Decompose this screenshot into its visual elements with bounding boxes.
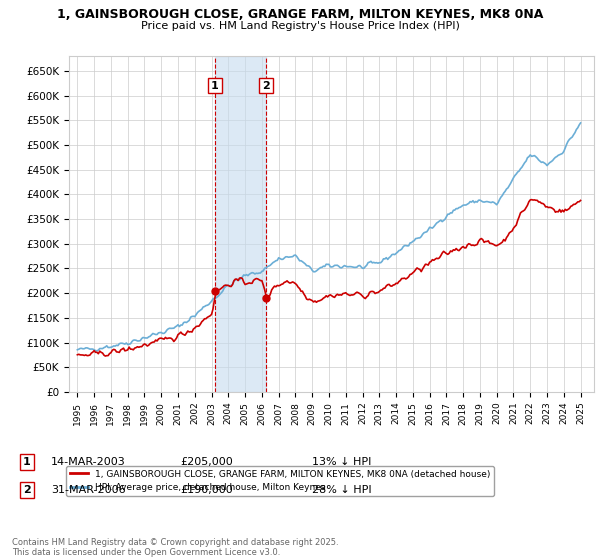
Text: Contains HM Land Registry data © Crown copyright and database right 2025.
This d: Contains HM Land Registry data © Crown c…: [12, 538, 338, 557]
Text: £205,000: £205,000: [180, 457, 233, 467]
Text: 1, GAINSBOROUGH CLOSE, GRANGE FARM, MILTON KEYNES, MK8 0NA: 1, GAINSBOROUGH CLOSE, GRANGE FARM, MILT…: [57, 8, 543, 21]
Legend: 1, GAINSBOROUGH CLOSE, GRANGE FARM, MILTON KEYNES, MK8 0NA (detached house), HPI: 1, GAINSBOROUGH CLOSE, GRANGE FARM, MILT…: [67, 466, 494, 496]
Text: 13% ↓ HPI: 13% ↓ HPI: [312, 457, 371, 467]
Text: 2: 2: [262, 81, 270, 91]
Text: 1: 1: [23, 457, 31, 467]
Text: £190,000: £190,000: [180, 485, 233, 495]
Text: 2: 2: [23, 485, 31, 495]
Text: Price paid vs. HM Land Registry's House Price Index (HPI): Price paid vs. HM Land Registry's House …: [140, 21, 460, 31]
Text: 31-MAR-2006: 31-MAR-2006: [51, 485, 125, 495]
Text: 14-MAR-2003: 14-MAR-2003: [51, 457, 126, 467]
Text: 1: 1: [211, 81, 219, 91]
Text: 28% ↓ HPI: 28% ↓ HPI: [312, 485, 371, 495]
Bar: [215, 56, 266, 392]
